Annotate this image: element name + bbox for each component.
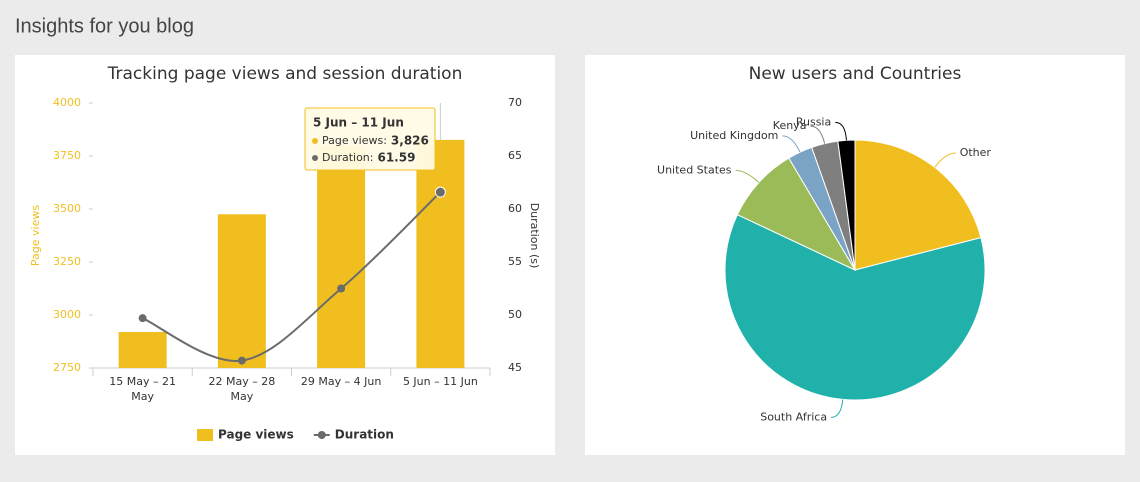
chart-title: New users and Countries [749, 64, 962, 84]
point [237, 356, 246, 365]
y-axis-title: Page views [29, 205, 42, 266]
y2-tick-label: 50 [508, 308, 522, 321]
y-tick-label: 4000 [53, 96, 81, 109]
pie-slice [724, 213, 986, 401]
x-tick-label: 22 May – 28 May [209, 375, 276, 403]
pie-label: Kenya [773, 119, 807, 132]
point [337, 284, 346, 293]
pie-label: South Africa [760, 410, 827, 423]
legend-label[interactable]: Page views [218, 428, 294, 442]
tooltip-title: 5 Jun – 11 Jun [313, 116, 404, 130]
chart-title: Tracking page views and session duration [107, 64, 463, 84]
bar [416, 139, 465, 368]
pie-label: United Kingdom [690, 129, 778, 142]
pie-label: Other [960, 146, 992, 159]
panel [15, 55, 555, 455]
connector [835, 121, 847, 141]
y2-tick-label: 65 [508, 149, 522, 162]
y2-tick-label: 45 [508, 361, 522, 374]
pie-slice [837, 139, 856, 271]
point [434, 186, 446, 198]
pie-slice [736, 157, 857, 272]
connector [934, 152, 956, 168]
tooltip-bullet [312, 155, 318, 161]
pie-label: Russia [796, 115, 831, 128]
connector [831, 399, 844, 418]
tooltip-label: Duration: [322, 151, 373, 164]
y-tick-label: 3500 [53, 202, 81, 215]
tooltip [304, 107, 436, 171]
y-tick-label: 3750 [53, 149, 81, 162]
pie-label: United States [657, 163, 732, 176]
legend-swatch [317, 431, 326, 439]
legend-swatch [197, 429, 213, 441]
tooltip-bullet [312, 138, 318, 144]
point [138, 314, 147, 323]
connector [735, 169, 760, 183]
bar [317, 145, 366, 368]
x-tick-label: 5 Jun – 11 Jun [403, 375, 478, 388]
x-tick-label: 29 May – 4 Jun [301, 375, 381, 388]
bar [217, 214, 266, 368]
y-tick-label: 3250 [53, 255, 81, 268]
y2-axis-title: Duration (s) [528, 203, 541, 269]
bar [118, 331, 167, 368]
x-tick-label: 15 May – 21 May [109, 375, 176, 403]
tooltip-label: Page views: [322, 134, 387, 147]
tooltip-value: 3,826 [391, 134, 429, 148]
y2-tick-label: 60 [508, 202, 522, 215]
line [142, 191, 442, 362]
y-tick-label: 3000 [53, 308, 81, 321]
connector [782, 135, 801, 153]
y-tick-label: 2750 [53, 361, 81, 374]
y2-tick-label: 70 [508, 96, 522, 109]
connector [810, 125, 826, 144]
legend-label[interactable]: Duration [335, 428, 394, 442]
tooltip-value: 61.59 [377, 151, 415, 165]
y2-tick-label: 55 [508, 255, 522, 268]
page-title: Insights for you blog [15, 15, 194, 37]
pie-slice [854, 139, 982, 271]
